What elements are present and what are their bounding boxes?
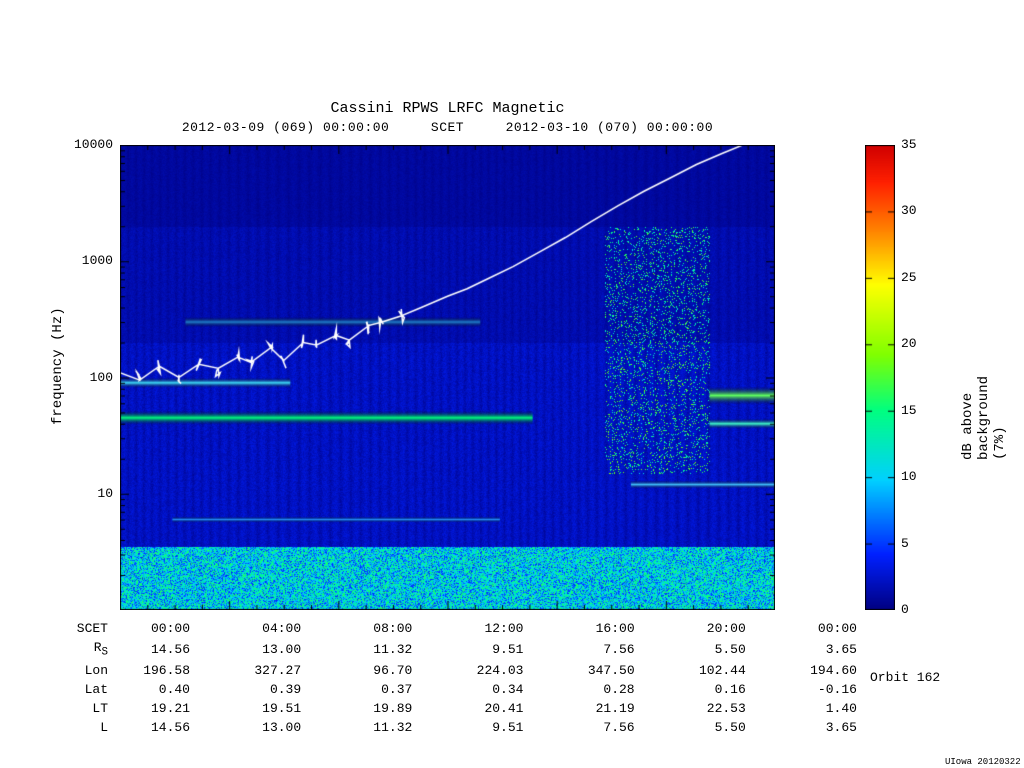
x-row-label: Lat [60, 681, 116, 698]
x-cell: 13.00 [192, 719, 301, 736]
x-row-label: RS [60, 639, 116, 660]
x-cell: 21.19 [525, 700, 634, 717]
x-cell: 00:00 [748, 620, 857, 637]
x-cell: 224.03 [414, 662, 523, 679]
x-cell: 20.41 [414, 700, 523, 717]
x-cell: 327.27 [192, 662, 301, 679]
x-cell: 96.70 [303, 662, 412, 679]
x-cell: 0.16 [637, 681, 746, 698]
colorbar-tick-label: 10 [901, 469, 917, 484]
colorbar-tick-label: 0 [901, 602, 909, 617]
y-tick-label: 100 [63, 370, 113, 385]
x-cell: 102.44 [637, 662, 746, 679]
x-cell: 11.32 [303, 719, 412, 736]
x-cell: 20:00 [637, 620, 746, 637]
x-row-label: L [60, 719, 116, 736]
colorbar-tick-label: 15 [901, 403, 917, 418]
x-cell: 0.28 [525, 681, 634, 698]
x-cell: 3.65 [748, 719, 857, 736]
x-cell: 0.40 [118, 681, 190, 698]
colorbar-tick-label: 5 [901, 536, 909, 551]
colorbar [865, 145, 895, 610]
plot-subtitle: 2012-03-09 (069) 00:00:00 SCET 2012-03-1… [120, 120, 775, 135]
x-cell: 16:00 [525, 620, 634, 637]
x-cell: 0.34 [414, 681, 523, 698]
x-cell: 5.50 [637, 719, 746, 736]
y-tick-label: 10 [63, 486, 113, 501]
x-cell: 11.32 [303, 639, 412, 660]
colorbar-tick-label: 30 [901, 203, 917, 218]
x-cell: 7.56 [525, 639, 634, 660]
x-cell: 9.51 [414, 719, 523, 736]
x-cell: 14.56 [118, 639, 190, 660]
subtitle-left: 2012-03-09 (069) 00:00:00 [182, 120, 390, 135]
spectrogram-plot [120, 145, 775, 610]
colorbar-tick-label: 35 [901, 137, 917, 152]
orbit-label: Orbit 162 [870, 670, 940, 685]
x-cell: 22.53 [637, 700, 746, 717]
x-cell: 14.56 [118, 719, 190, 736]
subtitle-mid: SCET [431, 120, 464, 135]
x-cell: 1.40 [748, 700, 857, 717]
x-cell: 347.50 [525, 662, 634, 679]
colorbar-label: dB above background (7%) [960, 376, 1008, 460]
x-cell: 19.21 [118, 700, 190, 717]
x-cell: 08:00 [303, 620, 412, 637]
x-cell: 7.56 [525, 719, 634, 736]
colorbar-tick-label: 20 [901, 336, 917, 351]
x-cell: 04:00 [192, 620, 301, 637]
x-cell: 19.51 [192, 700, 301, 717]
x-row-label: Lon [60, 662, 116, 679]
timestamp-label: UIowa 20120322 [945, 757, 1021, 767]
y-tick-label: 1000 [63, 253, 113, 268]
x-cell: 3.65 [748, 639, 857, 660]
x-row-label: SCET [60, 620, 116, 637]
x-cell: 194.60 [748, 662, 857, 679]
x-cell: 00:00 [118, 620, 190, 637]
plot-title: Cassini RPWS LRFC Magnetic [120, 100, 775, 117]
x-cell: -0.16 [748, 681, 857, 698]
subtitle-right: 2012-03-10 (070) 00:00:00 [506, 120, 714, 135]
x-cell: 12:00 [414, 620, 523, 637]
x-cell: 13.00 [192, 639, 301, 660]
colorbar-tick-label: 25 [901, 270, 917, 285]
x-axis-table: SCET00:0004:0008:0012:0016:0020:0000:00R… [58, 618, 859, 738]
x-cell: 5.50 [637, 639, 746, 660]
y-axis-label: frequency (Hz) [50, 307, 66, 425]
x-row-label: LT [60, 700, 116, 717]
x-cell: 0.37 [303, 681, 412, 698]
x-cell: 9.51 [414, 639, 523, 660]
x-cell: 19.89 [303, 700, 412, 717]
x-cell: 196.58 [118, 662, 190, 679]
x-cell: 0.39 [192, 681, 301, 698]
y-tick-label: 10000 [63, 137, 113, 152]
